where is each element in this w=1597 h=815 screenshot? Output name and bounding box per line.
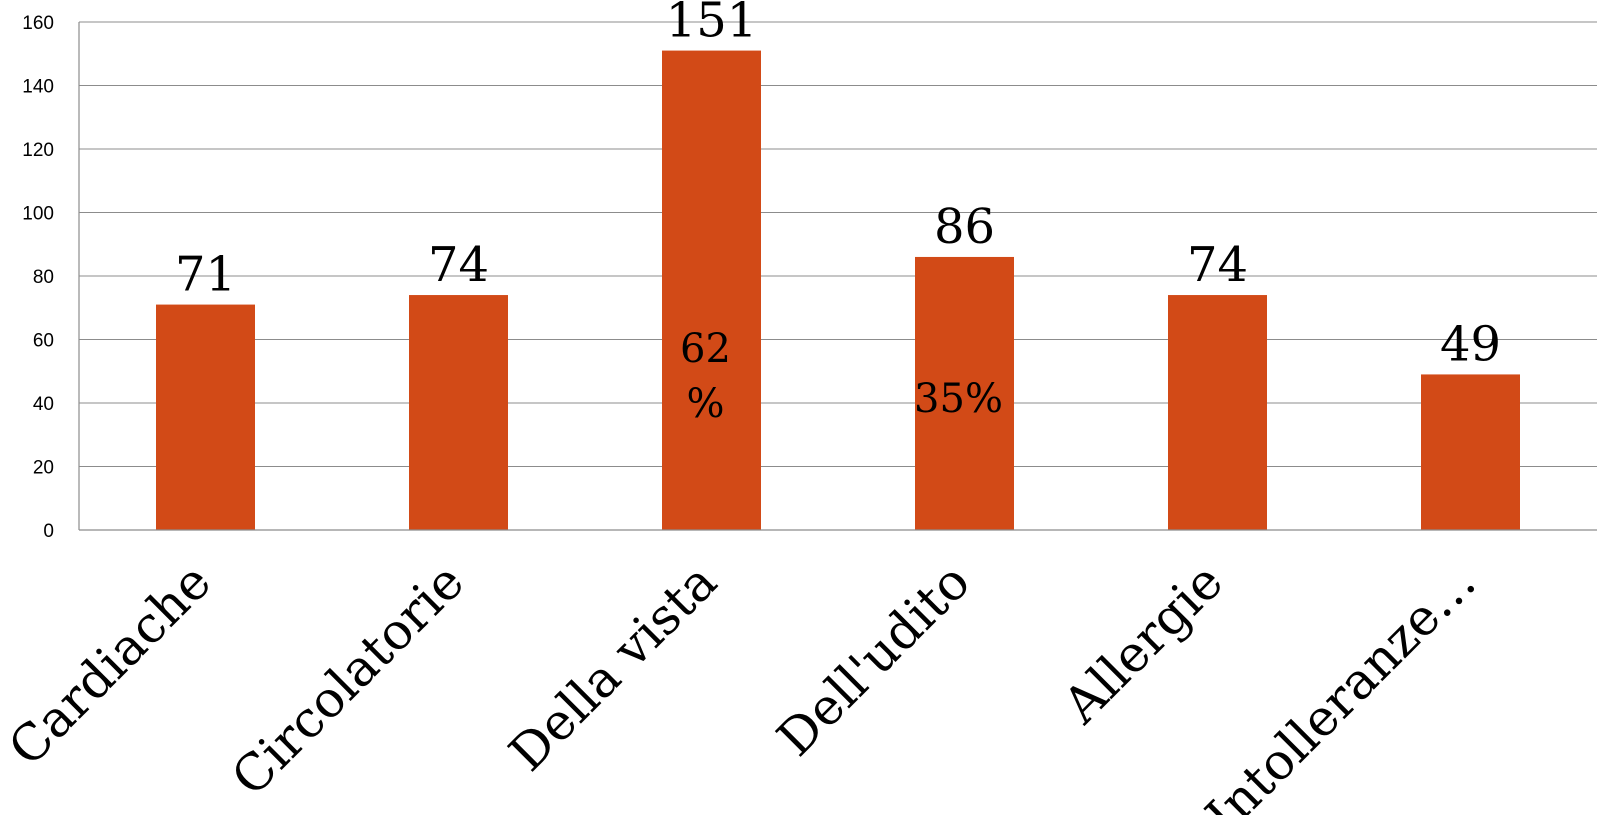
bar-percentage-annotation: % bbox=[686, 381, 724, 427]
data-label: 71 bbox=[175, 247, 236, 303]
bar bbox=[1421, 374, 1520, 530]
category-label: Dell'udito bbox=[766, 552, 981, 767]
y-tick-label: 0 bbox=[43, 521, 54, 542]
category-label: Intolleranze… bbox=[1195, 552, 1487, 815]
data-label: 151 bbox=[666, 0, 758, 49]
data-label: 74 bbox=[1187, 237, 1248, 293]
gridlines bbox=[79, 21, 1597, 467]
y-tick-label: 60 bbox=[33, 331, 54, 352]
bar bbox=[156, 304, 255, 530]
bar bbox=[1168, 295, 1267, 530]
inner-annotations: 62% 35% bbox=[680, 326, 1003, 427]
y-tick-label: 160 bbox=[22, 13, 54, 34]
y-tick-label: 100 bbox=[22, 204, 54, 225]
bar bbox=[662, 50, 761, 530]
bar-percentage-annotation: 35% bbox=[914, 376, 1003, 422]
bar-percentage-annotation: 62 bbox=[680, 326, 731, 372]
data-label: 49 bbox=[1440, 316, 1501, 372]
data-label: 74 bbox=[428, 237, 489, 293]
category-label: Cardiache bbox=[0, 552, 222, 777]
category-label: Della vista bbox=[498, 552, 728, 782]
bar bbox=[915, 256, 1014, 530]
bar bbox=[409, 295, 508, 530]
y-axis-tick-labels: 0 20 40 60 80 100 120 140 160 bbox=[22, 13, 54, 542]
category-label: Allergie bbox=[1051, 552, 1234, 735]
bars bbox=[156, 50, 1520, 530]
y-tick-label: 20 bbox=[33, 458, 54, 479]
category-label: Circolatorie bbox=[221, 552, 475, 806]
y-tick-label: 40 bbox=[33, 394, 54, 415]
y-tick-label: 80 bbox=[33, 267, 54, 288]
y-tick-label: 120 bbox=[22, 140, 54, 161]
data-labels: 71 74 151 86 74 49 bbox=[175, 0, 1501, 372]
data-label: 86 bbox=[934, 199, 995, 255]
y-tick-label: 140 bbox=[22, 77, 54, 98]
